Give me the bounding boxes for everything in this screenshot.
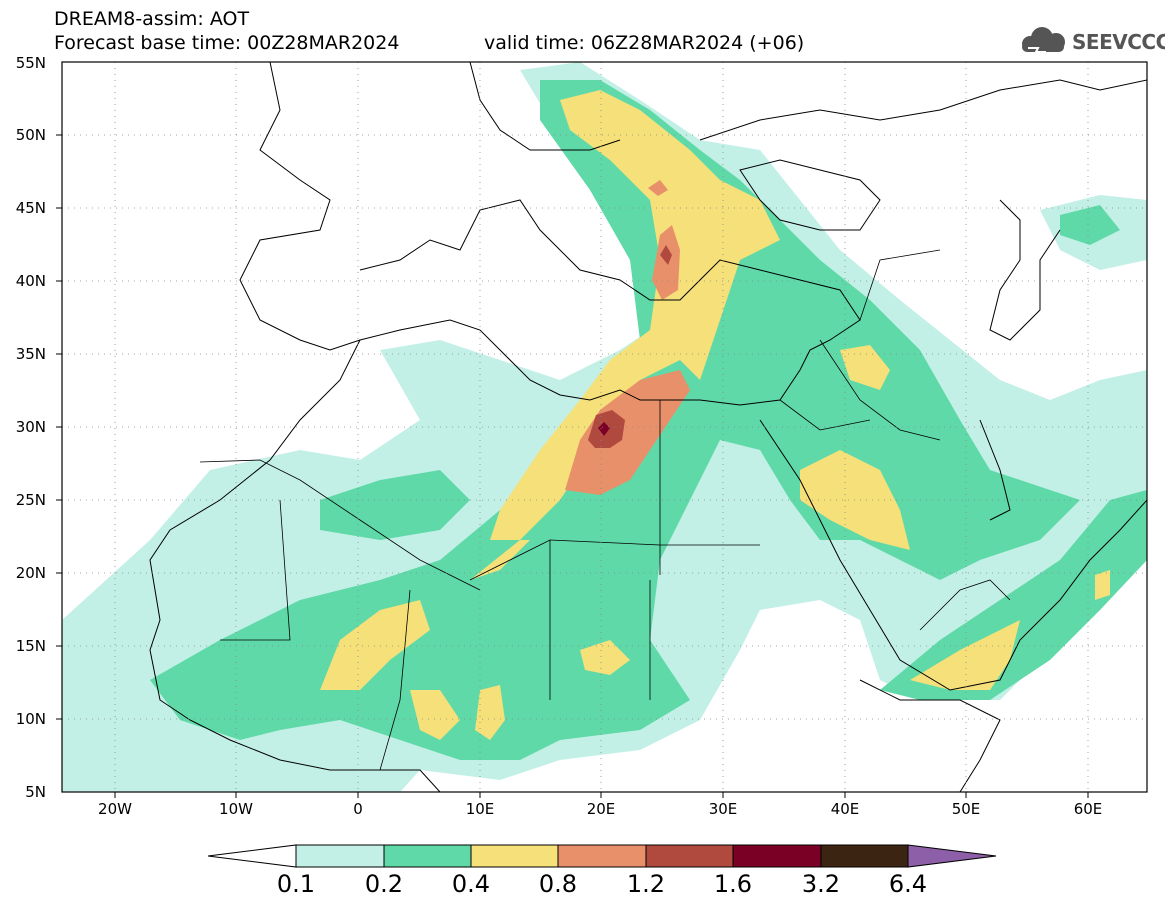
lon-label: 50E (951, 800, 981, 818)
lat-label: 30N (15, 418, 46, 436)
lon-label: 60E (1073, 800, 1103, 818)
valid-time: valid time: 06Z28MAR2024 (+06) (484, 32, 805, 54)
colorbar-box (820, 844, 909, 868)
colorbar-low-arrow (207, 844, 297, 868)
colorbar-box (295, 844, 385, 868)
lon-label: 20E (586, 800, 616, 818)
colorbar-label: 0.1 (276, 870, 316, 898)
lon-label: 30E (708, 800, 738, 818)
coastlines (149, 62, 1147, 792)
colorbar-label: 6.4 (888, 870, 928, 898)
aot-level-1.6 (598, 422, 610, 436)
colorbar-high-arrow (907, 844, 997, 868)
lon-label: 10W (219, 800, 253, 818)
colorbar-box (470, 844, 559, 868)
lat-label: 25N (15, 491, 46, 509)
gridlines (62, 62, 1147, 792)
logo-text: SEEVCCC (1072, 30, 1165, 54)
colorbar-box (645, 844, 734, 868)
colorbar-label: 0.8 (538, 870, 578, 898)
lat-label: 45N (15, 199, 46, 217)
lat-label: 10N (15, 710, 46, 728)
lat-label: 5N (25, 783, 46, 801)
lon-label: 40E (830, 800, 860, 818)
lat-label: 35N (15, 345, 46, 363)
lat-label: 40N (15, 272, 46, 290)
forecast-base-time: Forecast base time: 00Z28MAR2024 (54, 32, 400, 54)
colorbar-box (732, 844, 822, 868)
lon-label: 10E (465, 800, 495, 818)
lon-label: 0 (353, 800, 363, 818)
map-title: DREAM8-assim: AOT (54, 8, 250, 30)
colorbar (207, 844, 997, 868)
colorbar-label: 0.4 (451, 870, 491, 898)
country-borders (199, 249, 1011, 771)
colorbar-box (383, 844, 472, 868)
colorbar-label: 1.2 (626, 870, 666, 898)
colorbar-label: 1.6 (713, 870, 753, 898)
colorbar-label: 0.2 (364, 870, 404, 898)
lat-label: 15N (15, 637, 46, 655)
lon-label: 20W (98, 800, 132, 818)
colorbar-box (557, 844, 647, 868)
axis-ticks (56, 134, 1089, 798)
lat-label: 50N (15, 126, 46, 144)
seevccc-logo (1022, 27, 1065, 53)
lat-label: 55N (15, 54, 46, 72)
colorbar-label: 3.2 (801, 870, 841, 898)
lat-label: 20N (15, 564, 46, 582)
